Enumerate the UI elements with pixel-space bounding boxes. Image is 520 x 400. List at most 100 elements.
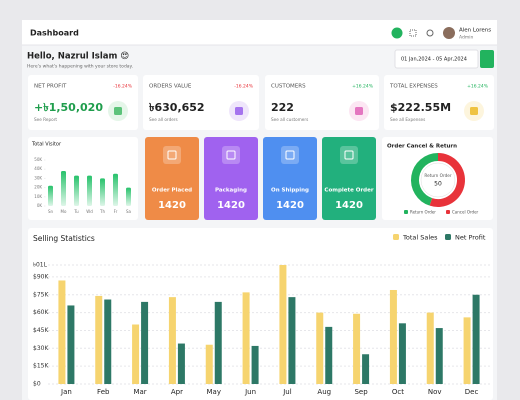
- y-tick-label: $75K: [33, 291, 49, 298]
- y-tick-label: $30K: [33, 345, 49, 352]
- x-tick-label: Aug: [317, 388, 331, 396]
- status-value: 1420: [158, 200, 186, 211]
- stat-value: +৳1,50,020: [34, 101, 103, 114]
- bar: [463, 317, 471, 384]
- legend-label: Cancel Order: [452, 210, 479, 215]
- x-tick-label: Sn: [48, 209, 54, 214]
- legend-label: Return Order: [410, 210, 436, 215]
- chart-card: [28, 137, 138, 220]
- x-tick-label: Jan: [60, 388, 72, 396]
- x-tick-label: Sa: [126, 209, 132, 214]
- stat-change: -16.24%: [113, 84, 133, 90]
- legend-swatch: [445, 234, 451, 240]
- x-tick-label: Oct: [392, 388, 404, 396]
- bar: [132, 324, 140, 384]
- bar: [205, 344, 213, 384]
- status-icon: [281, 146, 299, 164]
- status-icon: [222, 146, 240, 164]
- user-name: Alen Lorens: [459, 28, 491, 34]
- y-tick-label: 50K: [34, 157, 42, 162]
- x-tick-label: Feb: [97, 388, 110, 396]
- status-label: On Shipping: [271, 188, 309, 194]
- status-value: 1420: [335, 200, 363, 211]
- stat-label: TOTAL EXPENSES: [389, 84, 438, 90]
- bar: [472, 294, 480, 384]
- x-tick-label: Dec: [465, 388, 479, 396]
- greeting-subtitle: Here's what's happening with your store …: [27, 64, 133, 70]
- status-icon-glyph: [167, 150, 177, 160]
- x-tick-label: Apr: [171, 388, 183, 396]
- status-icon: [163, 146, 181, 164]
- x-tick-label: Sep: [354, 388, 368, 396]
- bar: [426, 312, 434, 384]
- greeting-title: Hello, Nazrul Islam 😍: [27, 52, 129, 62]
- status-label: Order Placed: [152, 188, 192, 194]
- donut-segment: [429, 153, 465, 207]
- donut-center: [420, 162, 456, 198]
- y-tick-label: ৳01L: [33, 262, 48, 269]
- stat-value: $222.55M: [390, 101, 451, 114]
- legend-label: Total Sales: [402, 234, 438, 242]
- bar: [48, 185, 53, 206]
- bar: [251, 345, 259, 384]
- bar: [316, 312, 324, 384]
- x-tick-label: Wd: [86, 209, 93, 214]
- chart-title: Selling Statistics: [33, 234, 95, 243]
- x-tick-label: Mo: [61, 209, 67, 214]
- bar: [279, 265, 287, 384]
- avatar[interactable]: [443, 27, 455, 39]
- y-tick-label: 40K: [34, 166, 42, 171]
- bar: [288, 297, 296, 384]
- bar: [61, 171, 66, 206]
- status-card: [204, 137, 258, 220]
- status-card: [145, 137, 199, 220]
- stat-icon-glyph: [114, 107, 122, 115]
- bar: [435, 328, 443, 384]
- bar: [126, 187, 131, 206]
- user-role: Admin: [459, 35, 473, 41]
- notification-button[interactable]: [426, 29, 434, 37]
- donut-segment: [411, 153, 439, 206]
- bar: [353, 313, 361, 384]
- status-card: [322, 137, 376, 220]
- y-tick-label: $90K: [33, 273, 49, 280]
- y-tick-label: $15K: [33, 363, 49, 370]
- bar: [362, 354, 370, 384]
- status-value: 1420: [276, 200, 304, 211]
- bar: [325, 326, 333, 384]
- stat-value: 222: [271, 101, 294, 114]
- x-tick-label: Tu: [73, 209, 79, 214]
- bar: [67, 305, 75, 384]
- bar: [74, 175, 79, 206]
- y-tick-label: 10K: [34, 194, 42, 199]
- x-tick-label: Th: [99, 209, 105, 214]
- stat-icon-glyph: [355, 107, 363, 115]
- status-value: 1420: [217, 200, 245, 211]
- y-tick-label: 30K: [34, 175, 42, 180]
- y-tick-label: 0K: [37, 203, 43, 208]
- chart-title: Total Visitor: [31, 142, 62, 148]
- apps-button[interactable]: [409, 29, 417, 37]
- status-icon-glyph: [344, 150, 354, 160]
- status-card: [263, 137, 317, 220]
- y-tick-label: $0: [33, 381, 41, 388]
- status-icon: [340, 146, 358, 164]
- x-tick-label: May: [207, 388, 221, 396]
- date-button[interactable]: [480, 50, 494, 68]
- bar: [214, 301, 222, 384]
- legend-swatch: [404, 210, 408, 214]
- date-range[interactable]: [394, 49, 479, 69]
- center-label: Return Order: [424, 173, 451, 178]
- stat-change: -16.24%: [234, 84, 254, 90]
- bar: [100, 178, 105, 206]
- stat-link: See all customers: [271, 117, 308, 122]
- bar: [168, 297, 176, 384]
- legend-swatch: [393, 234, 399, 240]
- stat-link: See Report: [34, 117, 57, 122]
- x-tick-label: Fr: [114, 209, 118, 214]
- x-tick-label: Jul: [282, 388, 292, 396]
- stat-label: NET PROFIT: [34, 84, 67, 90]
- bar: [141, 301, 149, 384]
- calendar-button[interactable]: [391, 27, 403, 39]
